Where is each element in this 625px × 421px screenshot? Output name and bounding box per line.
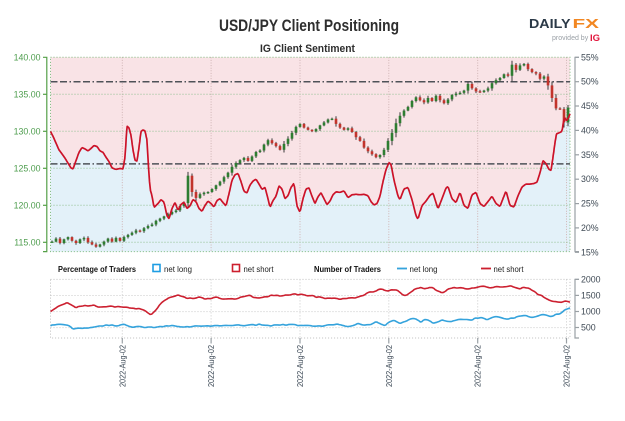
svg-text:120.00: 120.00 bbox=[14, 200, 41, 210]
svg-text:IG: IG bbox=[590, 33, 600, 44]
svg-text:2000: 2000 bbox=[581, 274, 601, 284]
svg-text:USD/JPY Client Positioning: USD/JPY Client Positioning bbox=[219, 17, 399, 35]
svg-text:Percentage of Traders: Percentage of Traders bbox=[58, 264, 136, 274]
svg-text:135.00: 135.00 bbox=[14, 89, 41, 99]
svg-text:20%: 20% bbox=[581, 223, 599, 233]
svg-text:55%: 55% bbox=[581, 52, 599, 62]
svg-text:1000: 1000 bbox=[581, 307, 601, 317]
svg-text:net long: net long bbox=[410, 264, 438, 274]
svg-text:140.00: 140.00 bbox=[14, 52, 41, 62]
svg-text:45%: 45% bbox=[581, 101, 599, 111]
svg-text:2022-Aug-02: 2022-Aug-02 bbox=[385, 345, 394, 387]
svg-text:115.00: 115.00 bbox=[14, 237, 40, 247]
svg-text:35%: 35% bbox=[581, 150, 599, 160]
svg-text:2022-Aug-02: 2022-Aug-02 bbox=[118, 345, 127, 387]
svg-text:DAILY: DAILY bbox=[529, 17, 571, 31]
svg-text:40%: 40% bbox=[581, 125, 599, 135]
svg-text:25%: 25% bbox=[581, 199, 599, 209]
svg-text:provided by: provided by bbox=[552, 35, 589, 42]
svg-text:2022-Aug-02: 2022-Aug-02 bbox=[207, 345, 216, 387]
svg-text:15%: 15% bbox=[581, 247, 599, 257]
svg-text:500: 500 bbox=[581, 323, 596, 333]
svg-text:50%: 50% bbox=[581, 77, 599, 87]
svg-text:Number of Traders: Number of Traders bbox=[314, 264, 381, 274]
svg-text:FX: FX bbox=[573, 17, 601, 31]
svg-text:1500: 1500 bbox=[581, 290, 601, 300]
svg-text:125.00: 125.00 bbox=[14, 163, 41, 173]
svg-text:2022-Aug-02: 2022-Aug-02 bbox=[296, 345, 305, 387]
svg-text:net short: net short bbox=[494, 264, 525, 274]
svg-text:30%: 30% bbox=[581, 174, 599, 184]
svg-text:2022-Aug-02: 2022-Aug-02 bbox=[563, 345, 572, 387]
svg-text:2022-Aug-02: 2022-Aug-02 bbox=[474, 345, 483, 387]
svg-text:net long: net long bbox=[164, 264, 192, 274]
svg-text:130.00: 130.00 bbox=[14, 126, 41, 136]
svg-text:IG Client Sentiment: IG Client Sentiment bbox=[260, 43, 355, 55]
svg-text:net short: net short bbox=[244, 264, 275, 274]
